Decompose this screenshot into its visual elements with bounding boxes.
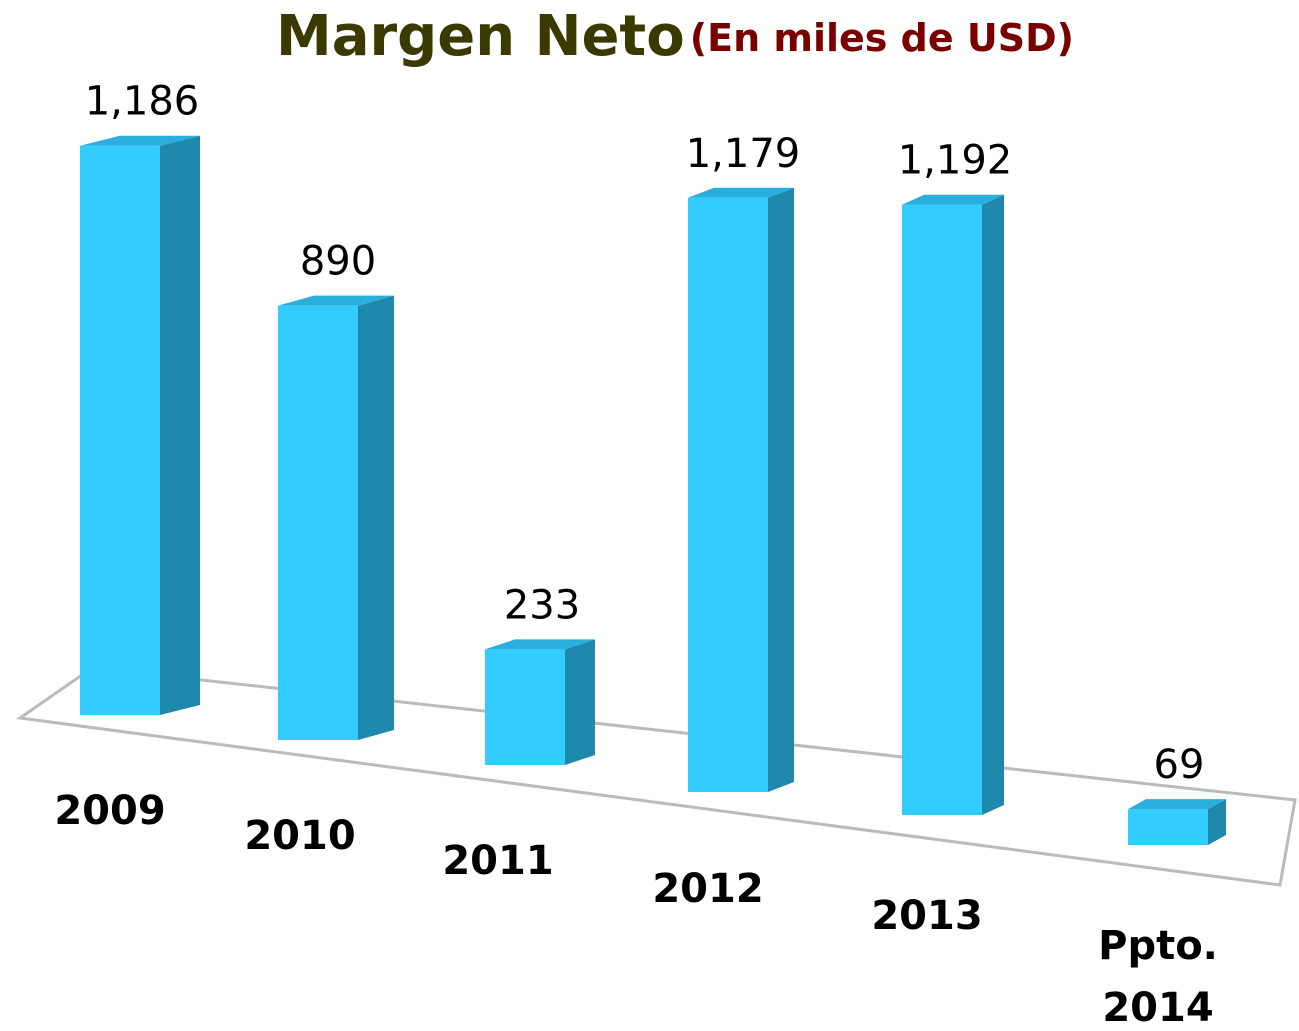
bar-top [902, 194, 1004, 205]
x-tick-label: 2011 [442, 838, 554, 884]
bar-side [358, 295, 394, 740]
bar [80, 145, 160, 716]
bar-top [485, 639, 595, 650]
bar-side [1208, 799, 1226, 845]
bar [278, 305, 358, 740]
x-tick-label: 2009 [54, 788, 166, 834]
value-label: 1,192 [898, 138, 1013, 184]
bar-side [982, 194, 1004, 816]
value-label: 1,186 [85, 79, 200, 125]
floor [15, 666, 1297, 887]
bar [1128, 809, 1208, 845]
bar [688, 197, 768, 792]
bar-top [688, 187, 794, 198]
bar [902, 204, 982, 816]
title-group: Margen Neto (En miles de USD) [276, 4, 1074, 69]
bar-top [278, 295, 394, 306]
value-label: 233 [504, 582, 580, 628]
chart-title: Margen Neto [276, 4, 685, 69]
chart-subtitle: (En miles de USD) [690, 16, 1074, 60]
value-label: 1,179 [686, 131, 801, 177]
x-tick-label: Ppto. 2014 [1098, 923, 1218, 1031]
value-label: 890 [300, 239, 376, 285]
bar-side [565, 639, 595, 765]
x-tick-label: 2012 [652, 866, 764, 912]
value-label: 69 [1154, 742, 1205, 788]
bar-top [1128, 799, 1226, 810]
x-tick-label: 2013 [871, 893, 983, 939]
bar-top [80, 135, 200, 146]
bar [485, 649, 565, 765]
bar-side [160, 135, 200, 716]
x-tick-label: 2010 [244, 813, 356, 859]
bar-side [768, 187, 794, 792]
